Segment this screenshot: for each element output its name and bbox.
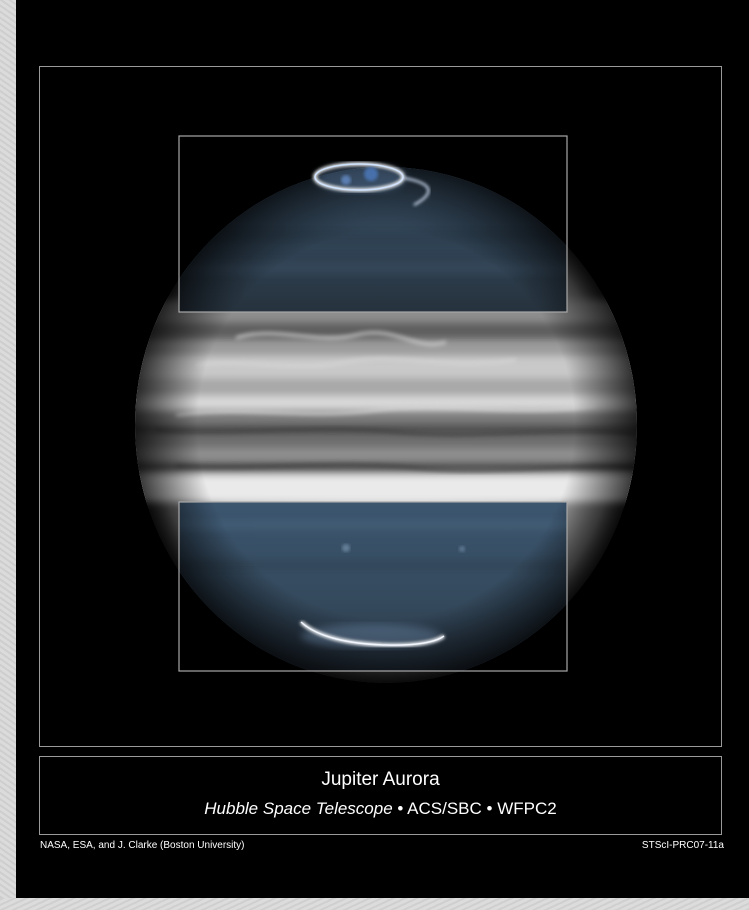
release-id: STScI-PRC07-11a xyxy=(641,840,724,851)
south-inset-frame xyxy=(178,501,568,672)
aurora-south-inset xyxy=(179,502,567,671)
instrument-acs-sbc: ACS/SBC xyxy=(407,799,482,818)
paper-edge-left xyxy=(0,0,16,910)
jupiter-image xyxy=(135,135,637,683)
south-aurora-oval xyxy=(299,620,446,648)
image-frame xyxy=(39,66,722,747)
north-inset-frame xyxy=(178,135,568,313)
aurora-north-inset xyxy=(179,136,567,312)
instrument-wfpc2: WFPC2 xyxy=(497,799,557,818)
caption-title: Jupiter Aurora xyxy=(321,769,440,790)
north-aurora-oval xyxy=(313,162,430,206)
paper-edge-bottom xyxy=(0,898,749,910)
poster: Jupiter Aurora Hubble Space Telescope • … xyxy=(16,0,749,898)
separator-2: • xyxy=(486,799,493,818)
caption-subtitle: Hubble Space Telescope • ACS/SBC • WFPC2 xyxy=(40,799,721,819)
caption-box: Jupiter Aurora Hubble Space Telescope • … xyxy=(39,756,722,835)
separator-1: • xyxy=(397,799,404,818)
telescope-name: Hubble Space Telescope xyxy=(204,799,393,818)
credit-text: NASA, ESA, and J. Clarke (Boston Univers… xyxy=(40,840,245,851)
